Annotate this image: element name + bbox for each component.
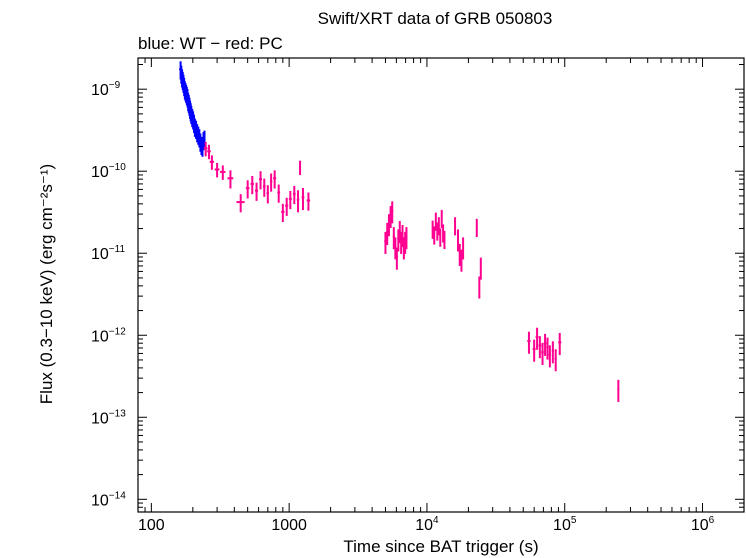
data-point-pc	[207, 144, 211, 160]
data-point-pc	[551, 341, 554, 364]
data-point-pc	[259, 171, 262, 190]
data-point-pc	[262, 178, 266, 197]
y-tick-label: 10−14	[91, 490, 126, 509]
data-point-pc	[475, 218, 478, 238]
data-point-wt	[203, 130, 206, 149]
data-point-pc	[236, 194, 245, 213]
data-points	[179, 61, 620, 402]
y-tick-label: 10−13	[91, 408, 126, 427]
data-point-pc	[277, 184, 281, 203]
plot-frame	[137, 57, 745, 513]
axis-ticks: 100 1000 104 105 106 10−9 10−10 10−11 10−12 10−13…	[91, 58, 745, 534]
data-point-pc	[394, 237, 397, 260]
y-tick-label: 10−9	[91, 80, 121, 99]
data-point-pc	[535, 327, 539, 350]
data-point-pc	[306, 192, 311, 211]
data-point-pc	[405, 227, 408, 250]
x-tick-label: 105	[553, 515, 577, 534]
data-point-pc	[433, 226, 436, 245]
data-point-pc	[227, 170, 234, 189]
data-point-pc	[554, 349, 557, 372]
y-tick-label: 10−11	[91, 244, 125, 263]
data-point-pc	[299, 160, 302, 176]
y-tick-label: 10−10	[91, 162, 126, 181]
data-point-pc	[273, 170, 277, 189]
data-point-pc	[439, 228, 442, 247]
data-point-pc	[460, 249, 463, 272]
data-point-pc	[527, 331, 531, 354]
data-point-pc	[220, 165, 226, 180]
data-point-pc	[479, 257, 482, 280]
x-tick-label: 106	[691, 515, 715, 534]
data-point-pc	[431, 220, 434, 239]
data-point-pc	[266, 185, 270, 204]
data-point-pc	[296, 190, 300, 213]
data-point-pc	[269, 173, 273, 192]
data-point-pc	[454, 217, 457, 236]
data-point-pc	[395, 247, 398, 270]
data-point-pc	[546, 337, 549, 360]
x-axis-label: Time since BAT trigger (s)	[343, 537, 538, 556]
y-axis-label: Flux (0.3−10 keV) (erg cm⁻²s⁻¹)	[37, 164, 56, 404]
data-point-pc	[392, 227, 395, 250]
data-point-pc	[434, 212, 437, 231]
data-point-pc	[398, 221, 401, 244]
data-point-pc	[288, 190, 292, 210]
data-point-pc	[541, 342, 544, 365]
data-point-pc	[281, 203, 285, 223]
data-point-pc	[214, 162, 220, 178]
chart-title: Swift/XRT data of GRB 050803	[318, 9, 553, 28]
data-point-pc	[543, 333, 547, 356]
data-point-pc	[203, 141, 208, 157]
x-tick-label: 100	[138, 517, 165, 534]
data-point-pc	[478, 276, 481, 299]
data-point-pc	[391, 201, 394, 224]
data-point-pc	[456, 229, 459, 252]
data-point-pc	[301, 188, 305, 211]
x-tick-label: 104	[415, 515, 439, 534]
data-point-pc	[440, 209, 443, 229]
data-point-pc	[548, 345, 552, 368]
data-point-pc	[538, 336, 542, 359]
data-point-pc	[458, 243, 461, 266]
data-point-pc	[285, 197, 289, 216]
data-point-pc	[558, 332, 562, 356]
data-point-pc	[443, 230, 446, 250]
data-point-pc	[245, 180, 250, 199]
data-point-pc	[437, 217, 440, 236]
x-tick-label: 1000	[271, 517, 307, 534]
data-point-pc	[532, 339, 536, 362]
data-point-pc	[462, 237, 465, 260]
y-tick-label: 10−12	[91, 326, 126, 345]
data-point-pc	[401, 224, 404, 248]
data-point-pc	[254, 182, 259, 201]
data-point-pc	[250, 175, 254, 195]
data-point-pc	[617, 379, 620, 402]
data-point-pc	[209, 155, 215, 170]
data-point-pc	[292, 185, 296, 205]
chart-subtitle: blue: WT − red: PC	[138, 34, 283, 53]
